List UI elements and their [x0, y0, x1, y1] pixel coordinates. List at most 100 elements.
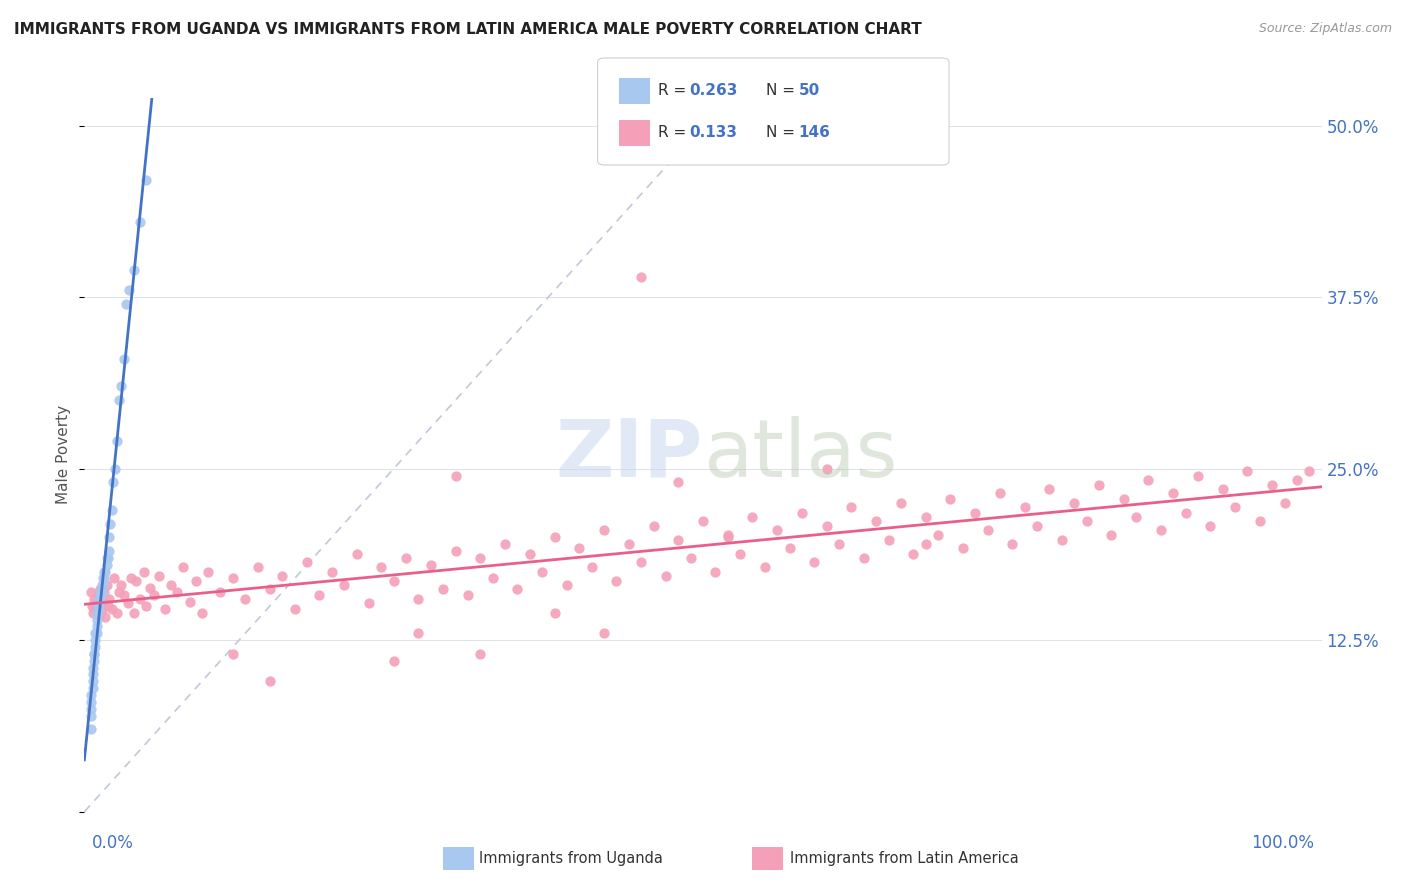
Point	[89, 582, 111, 597]
Point	[395, 550, 418, 565]
Point	[86, 613, 108, 627]
Point	[494, 537, 516, 551]
Point	[1076, 514, 1098, 528]
Point	[84, 640, 107, 654]
Point	[93, 571, 115, 585]
Point	[506, 582, 529, 597]
Text: Source: ZipAtlas.com: Source: ZipAtlas.com	[1258, 22, 1392, 36]
Point	[655, 568, 678, 582]
Point	[408, 592, 430, 607]
Point	[408, 626, 430, 640]
Point	[593, 626, 616, 640]
Point	[79, 708, 101, 723]
Point	[259, 582, 281, 597]
Point	[79, 702, 101, 716]
Point	[1249, 514, 1271, 528]
Point	[470, 550, 492, 565]
Point	[1212, 482, 1234, 496]
Point	[1236, 464, 1258, 478]
Text: 0.133: 0.133	[689, 126, 737, 140]
Point	[105, 606, 128, 620]
Point	[444, 468, 467, 483]
Point	[581, 560, 603, 574]
Text: atlas: atlas	[703, 416, 897, 494]
Point	[271, 568, 294, 582]
Point	[90, 585, 112, 599]
Point	[117, 596, 139, 610]
Point	[1038, 482, 1060, 496]
Point	[90, 603, 112, 617]
Point	[129, 214, 152, 228]
Point	[79, 695, 101, 709]
Point	[132, 565, 155, 579]
Text: 0.263: 0.263	[689, 84, 737, 98]
Point	[108, 392, 131, 407]
Point	[135, 173, 157, 187]
Point	[191, 606, 214, 620]
Point	[914, 509, 936, 524]
Point	[692, 514, 714, 528]
Point	[1161, 486, 1184, 500]
Point	[98, 592, 121, 607]
Point	[125, 574, 148, 589]
Point	[666, 475, 689, 490]
Point	[754, 560, 776, 574]
Point	[82, 667, 104, 681]
Point	[643, 519, 665, 533]
Point	[470, 647, 492, 661]
Point	[679, 550, 702, 565]
Point	[87, 606, 110, 620]
Point	[988, 486, 1011, 500]
Point	[89, 608, 111, 623]
Point	[457, 588, 479, 602]
Point	[197, 565, 219, 579]
Point	[346, 547, 368, 561]
Point	[877, 533, 900, 547]
Point	[115, 297, 138, 311]
Point	[83, 654, 105, 668]
Point	[1150, 524, 1173, 538]
Point	[209, 585, 232, 599]
Point	[79, 723, 101, 737]
Point	[91, 578, 114, 592]
Point	[1026, 519, 1049, 533]
Point	[105, 434, 128, 449]
Point	[172, 560, 194, 574]
Point	[84, 626, 107, 640]
Point	[97, 599, 120, 613]
Point	[91, 571, 114, 585]
Point	[1274, 496, 1296, 510]
Point	[531, 565, 554, 579]
Point	[308, 588, 330, 602]
Point	[965, 506, 987, 520]
Point	[779, 541, 801, 556]
Point	[179, 595, 201, 609]
Point	[100, 601, 122, 615]
Point	[630, 555, 652, 569]
Point	[717, 530, 740, 544]
Point	[432, 582, 454, 597]
Point	[568, 541, 591, 556]
Point	[1099, 527, 1122, 541]
Point	[166, 585, 188, 599]
Point	[333, 578, 356, 592]
Point	[83, 647, 105, 661]
Point	[122, 606, 145, 620]
Point	[803, 555, 825, 569]
Point	[519, 547, 541, 561]
Point	[122, 262, 145, 277]
Point	[1199, 519, 1222, 533]
Point	[815, 461, 838, 475]
Point	[481, 571, 503, 585]
Point	[94, 565, 117, 579]
Point	[543, 606, 565, 620]
Point	[717, 527, 740, 541]
Text: N =: N =	[766, 84, 800, 98]
Point	[222, 647, 245, 661]
Point	[382, 574, 405, 589]
Point	[86, 606, 108, 620]
Point	[295, 555, 318, 569]
Point	[1001, 537, 1024, 551]
Text: R =: R =	[658, 84, 692, 98]
Text: 0.0%: 0.0%	[91, 834, 134, 852]
